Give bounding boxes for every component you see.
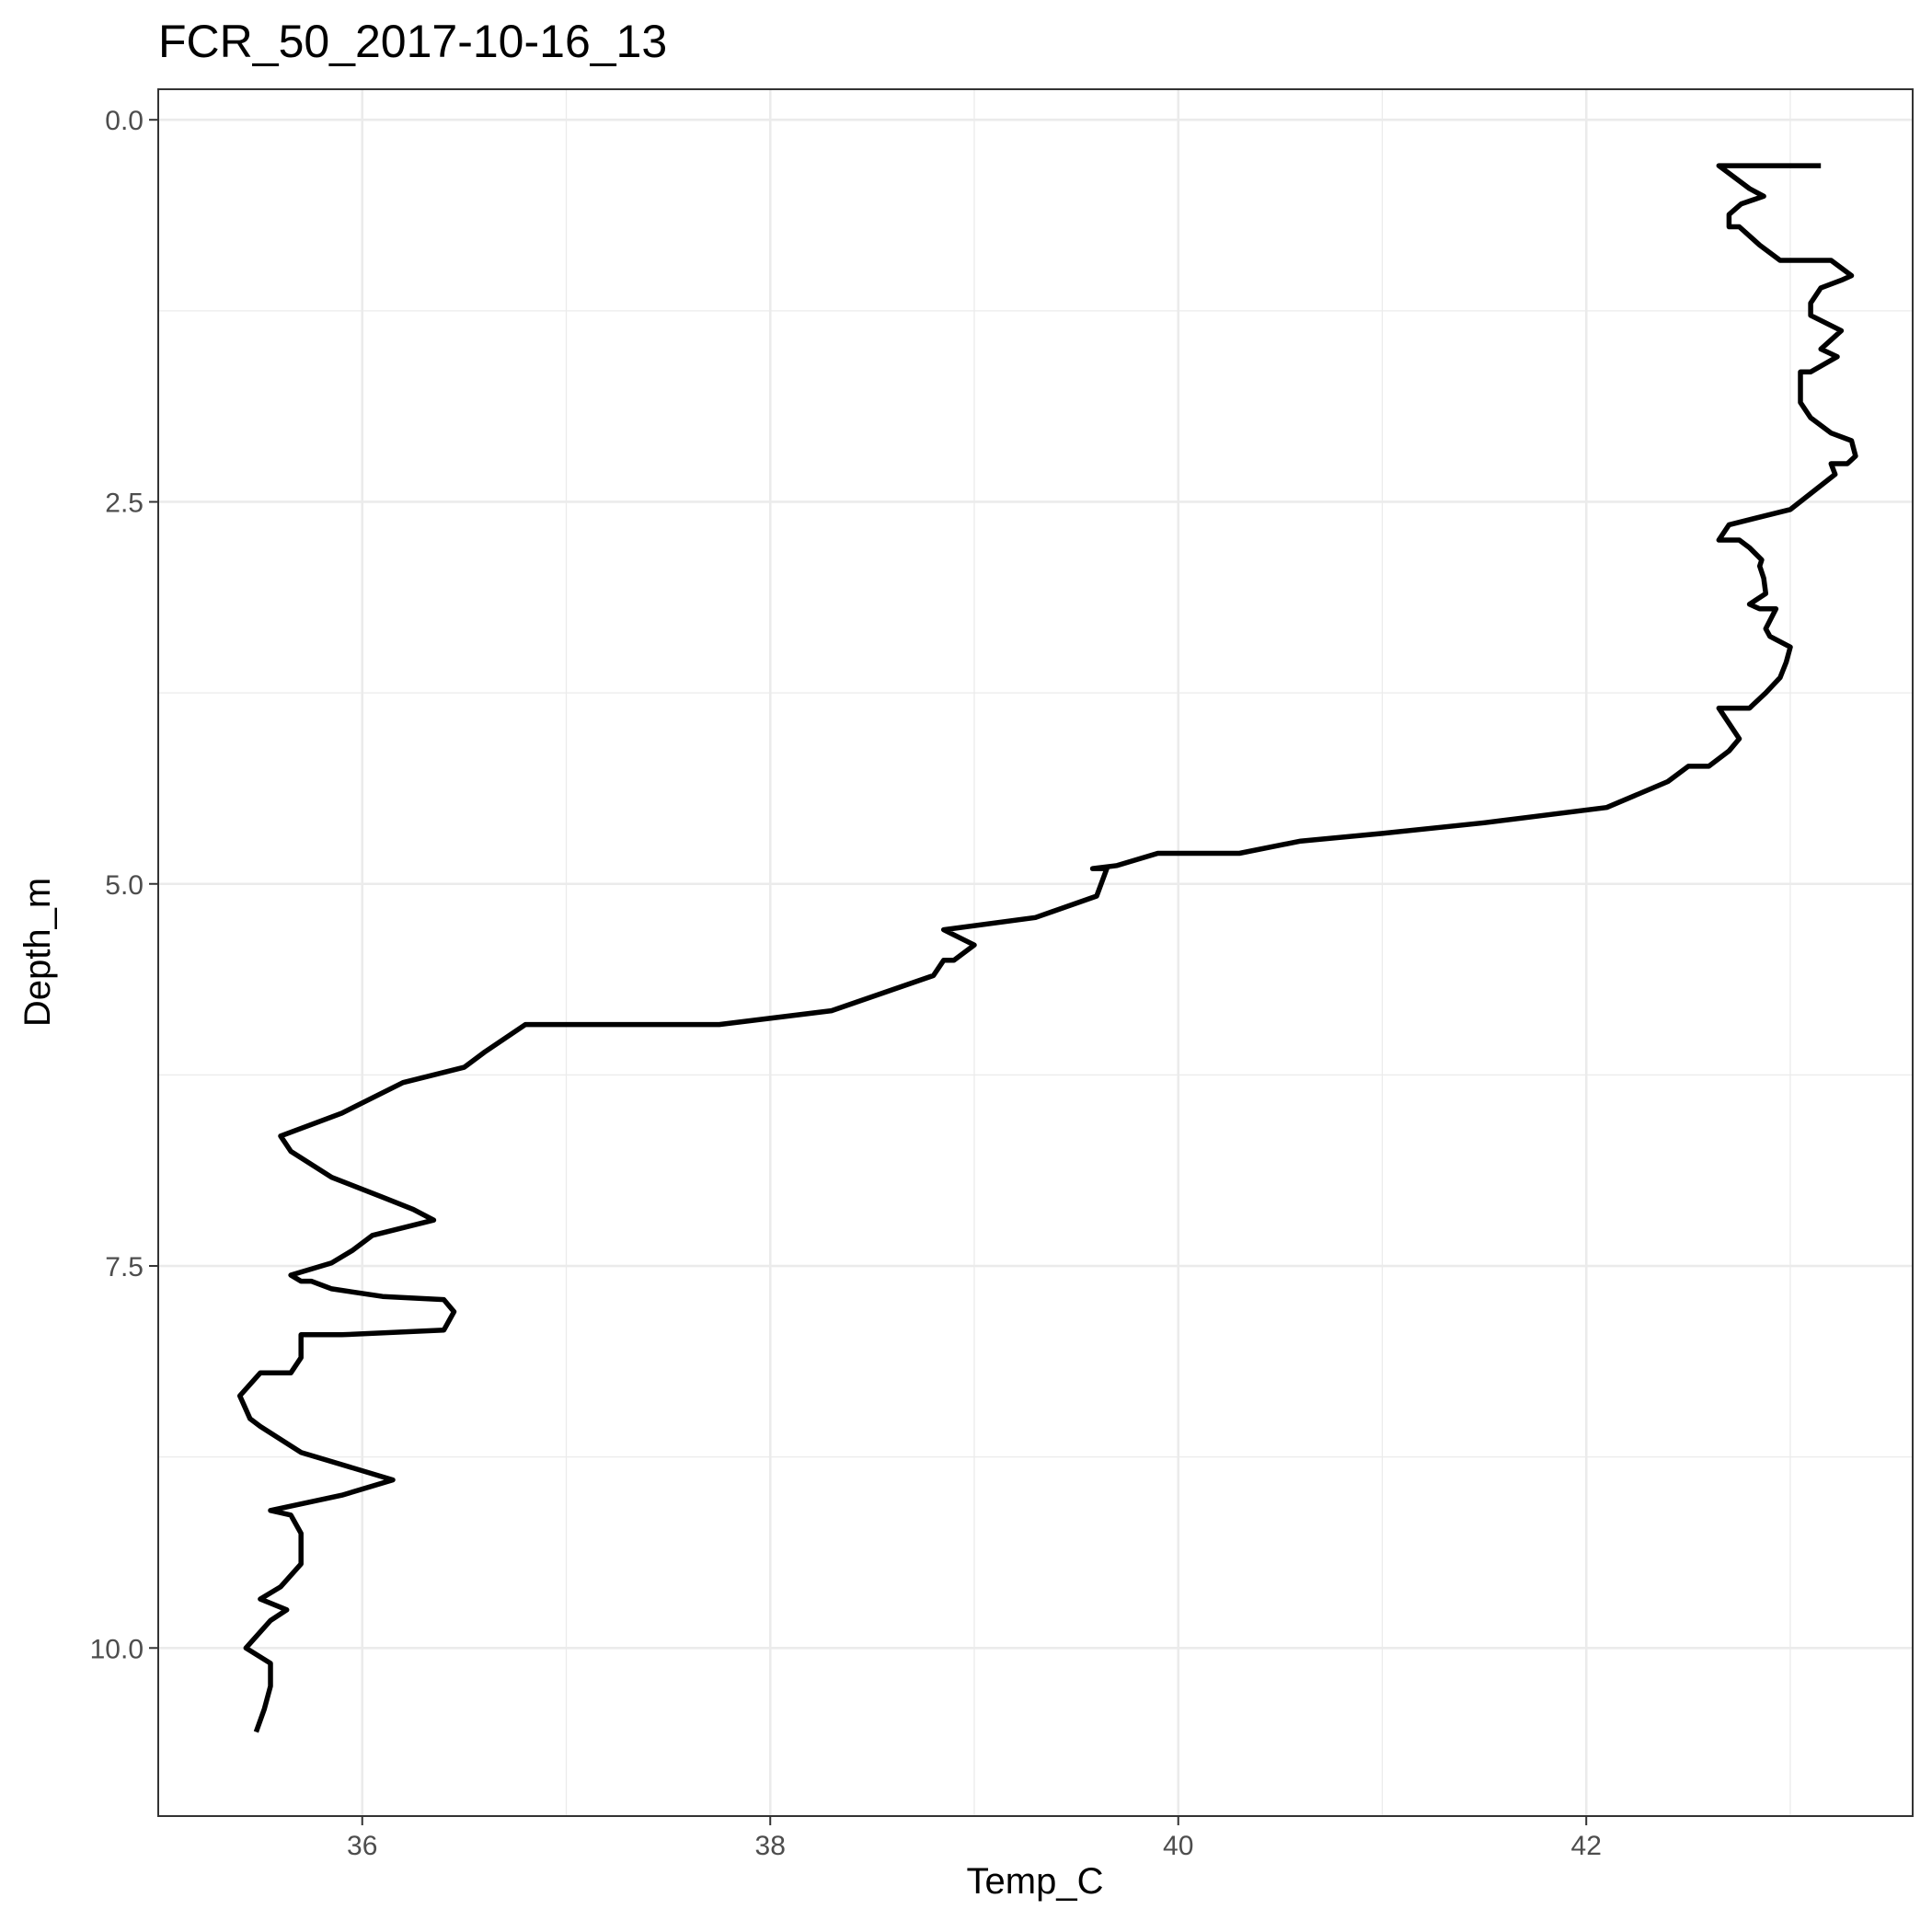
y-tick-label: 5.0 [105,870,144,901]
y-tick-label: 0.0 [105,106,144,136]
y-tick-label: 2.5 [105,488,144,518]
plot-panel [157,88,1914,1817]
x-tick-label: 42 [1571,1831,1602,1861]
series-line-temp-depth [236,163,1858,1733]
y-tick-label: 7.5 [105,1252,144,1282]
gridlines [158,89,1913,1816]
x-tick-label: 36 [347,1831,377,1861]
x-axis-title: Temp_C [967,1861,1104,1902]
x-axis: 36 38 40 42 [347,1816,1602,1861]
x-tick-label: 38 [755,1831,786,1861]
chart-title: FCR_50_2017-10-16_13 [158,16,667,67]
y-tick-label: 10.0 [90,1634,144,1664]
y-axis-title: Depth_m [17,878,58,1027]
x-tick-label: 40 [1163,1831,1193,1861]
panel-background [158,89,1913,1816]
panel-border [157,88,1914,1817]
y-axis: 0.0 2.5 5.0 7.5 10.0 [90,106,158,1664]
